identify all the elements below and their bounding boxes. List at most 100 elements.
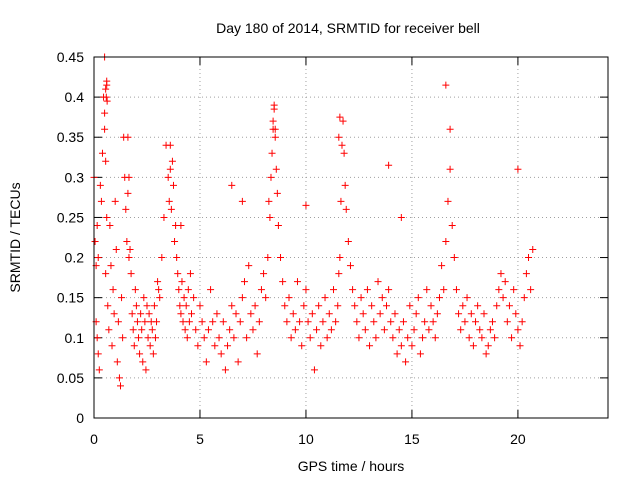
data-point xyxy=(260,270,268,278)
data-point xyxy=(149,350,157,358)
data-point xyxy=(270,105,278,113)
data-point xyxy=(211,342,219,350)
data-point xyxy=(304,318,312,326)
y-axis-label: SRMTID / TECUs xyxy=(7,182,23,292)
data-point xyxy=(169,181,177,189)
data-point xyxy=(317,342,325,350)
data-point xyxy=(332,318,340,326)
data-point xyxy=(419,334,427,342)
y-tick-label: 0.1 xyxy=(65,330,85,346)
data-point xyxy=(221,366,229,374)
data-point xyxy=(153,318,161,326)
data-point xyxy=(402,358,410,366)
data-point xyxy=(319,318,327,326)
data-point xyxy=(267,173,275,181)
data-point xyxy=(387,318,395,326)
data-point xyxy=(397,342,405,350)
data-point xyxy=(183,334,191,342)
data-points xyxy=(90,53,537,390)
data-point xyxy=(200,334,208,342)
data-point xyxy=(335,133,343,141)
data-point xyxy=(110,310,118,318)
data-point xyxy=(421,318,429,326)
data-point xyxy=(124,133,132,141)
data-point xyxy=(175,286,183,294)
data-point xyxy=(103,97,111,105)
data-point xyxy=(265,197,273,205)
data-point xyxy=(190,294,198,302)
data-point xyxy=(176,302,184,310)
data-point xyxy=(482,350,490,358)
data-point xyxy=(179,318,187,326)
data-point xyxy=(385,161,393,169)
data-point xyxy=(353,318,361,326)
data-point xyxy=(219,318,227,326)
data-point xyxy=(192,326,200,334)
data-point xyxy=(438,262,446,270)
data-point xyxy=(414,294,422,302)
data-point xyxy=(146,342,154,350)
data-point xyxy=(166,165,174,173)
data-point xyxy=(128,310,136,318)
data-point xyxy=(497,270,505,278)
data-point xyxy=(251,302,259,310)
y-tick-label: 0 xyxy=(76,410,84,426)
data-point xyxy=(268,149,276,157)
data-point xyxy=(416,350,424,358)
data-point xyxy=(349,286,357,294)
data-point xyxy=(323,334,331,342)
grid-lines xyxy=(94,57,608,418)
data-point xyxy=(277,254,285,262)
data-point xyxy=(393,350,401,358)
data-point xyxy=(215,334,223,342)
data-point xyxy=(102,93,110,101)
data-point xyxy=(389,334,397,342)
data-point xyxy=(291,326,299,334)
y-tick-label: 0.4 xyxy=(65,89,85,105)
data-point xyxy=(296,318,304,326)
data-point xyxy=(91,238,99,246)
data-point xyxy=(271,125,279,133)
data-point xyxy=(185,318,193,326)
data-point xyxy=(406,302,414,310)
data-point xyxy=(385,286,393,294)
x-tick-label: 5 xyxy=(196,431,204,447)
data-point xyxy=(508,334,516,342)
data-point xyxy=(330,286,338,294)
data-point xyxy=(102,85,110,93)
data-point xyxy=(336,113,344,121)
data-point xyxy=(287,334,295,342)
y-tick-label: 0.05 xyxy=(57,370,84,386)
data-point xyxy=(368,302,376,310)
y-tick-label: 0.25 xyxy=(57,209,84,225)
data-point xyxy=(339,117,347,125)
data-point xyxy=(96,181,104,189)
data-point xyxy=(224,342,232,350)
data-point xyxy=(213,310,221,318)
data-point xyxy=(173,254,181,262)
data-point xyxy=(391,310,399,318)
chart-title: Day 180 of 2014, SRMTID for receiver bel… xyxy=(216,20,480,36)
data-point xyxy=(104,302,112,310)
data-point xyxy=(293,278,301,286)
data-point xyxy=(429,318,437,326)
data-point xyxy=(198,318,206,326)
y-tick-label: 0.45 xyxy=(57,49,84,65)
data-point xyxy=(355,334,363,342)
data-point xyxy=(119,334,127,342)
data-point xyxy=(178,278,186,286)
data-point xyxy=(505,302,513,310)
data-point xyxy=(272,165,280,173)
data-point xyxy=(514,165,522,173)
y-tick-label: 0.15 xyxy=(57,290,84,306)
data-point xyxy=(378,294,386,302)
data-point xyxy=(527,286,535,294)
data-point xyxy=(135,334,143,342)
data-point xyxy=(132,302,140,310)
data-point xyxy=(106,221,114,229)
data-point xyxy=(273,189,281,197)
data-point xyxy=(145,310,153,318)
data-point xyxy=(501,278,509,286)
data-point xyxy=(138,326,146,334)
